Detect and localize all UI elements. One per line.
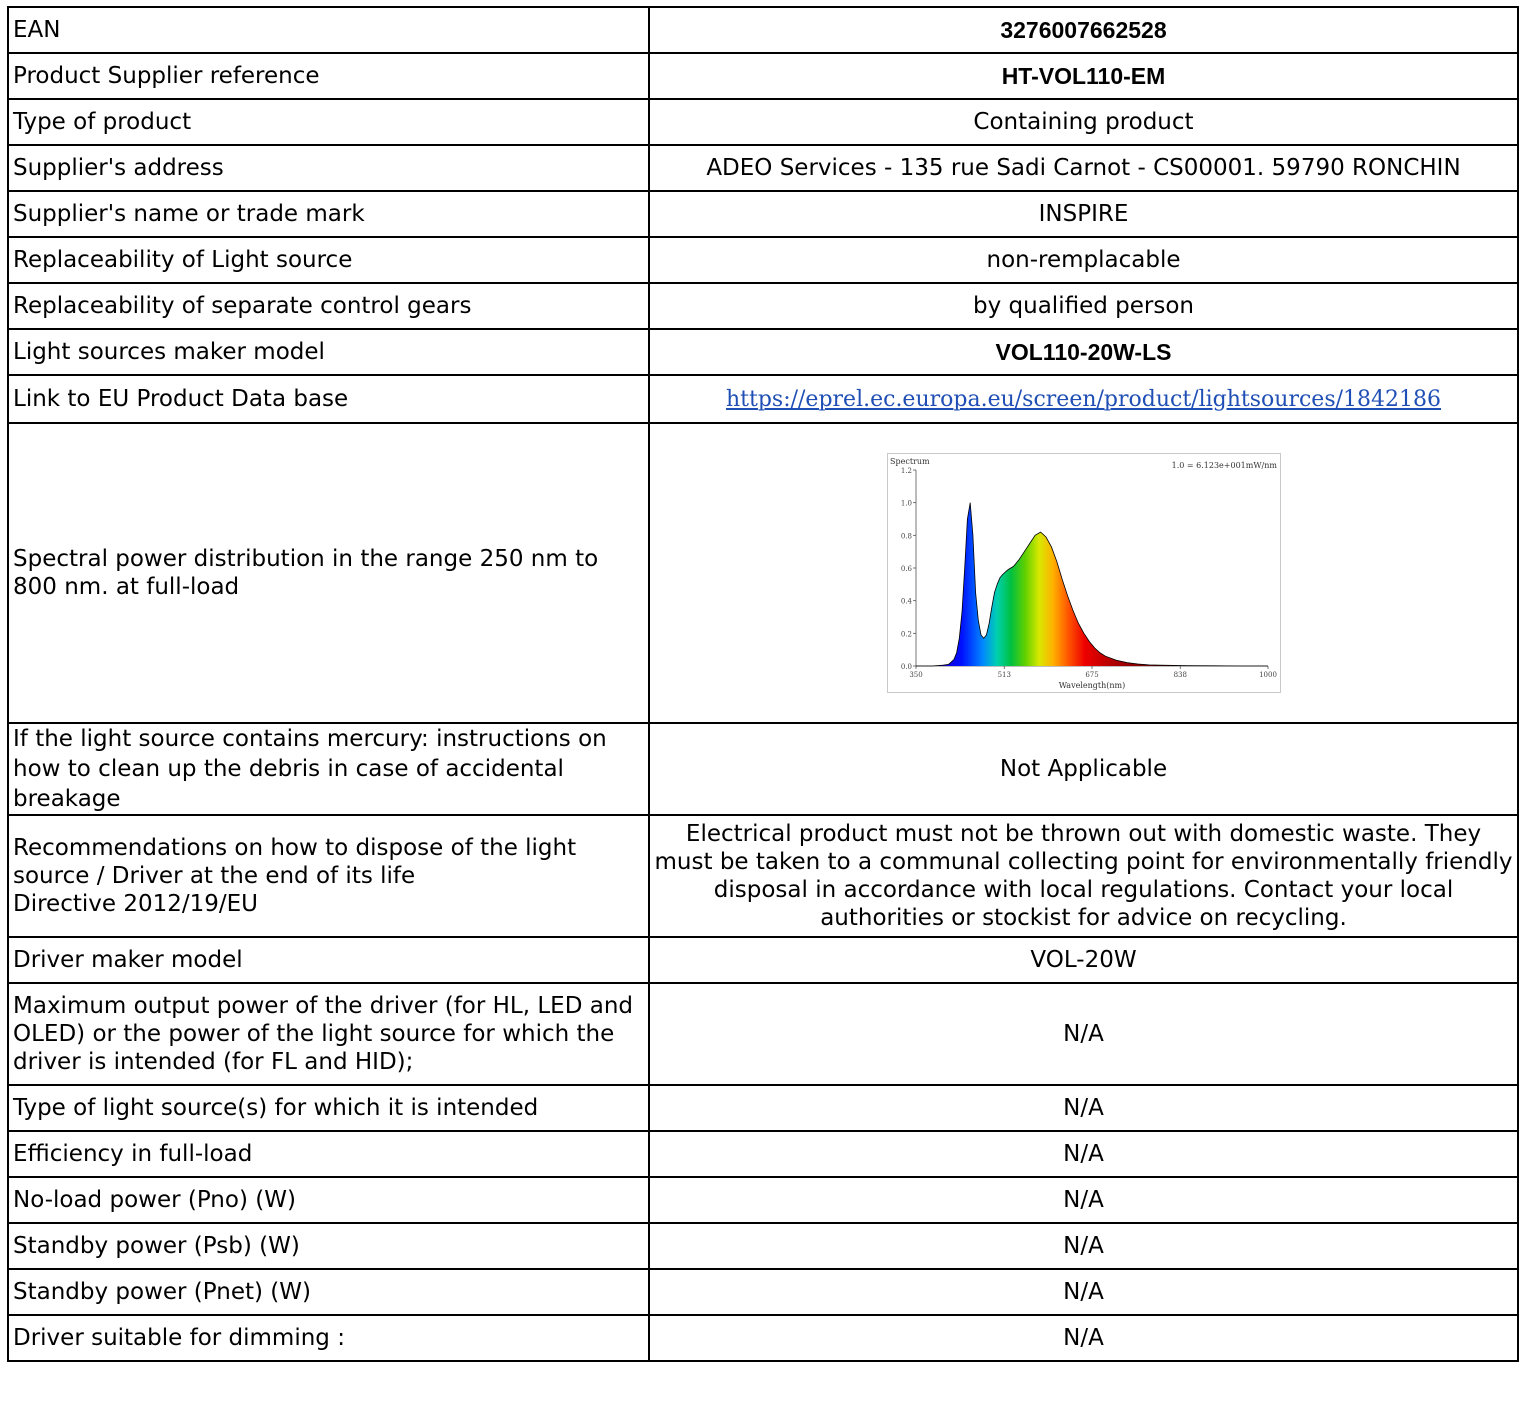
chart-annotation: 1.0 = 6.123e+001mW/nm (1171, 461, 1277, 470)
row-value: 3276007662528 (648, 6, 1519, 54)
table-row: Light sources maker model VOL110-20W-LS (7, 328, 1519, 376)
table-row: Link to EU Product Data base https://epr… (7, 374, 1519, 424)
x-tick-label: 675 (1085, 671, 1098, 679)
row-label: Supplier's name or trade mark (7, 190, 650, 238)
table-row: Driver suitable for dimming : N/A (7, 1314, 1519, 1362)
table-row: Supplier's name or trade mark INSPIRE (7, 190, 1519, 238)
spectrum-chart-frame: 0.0 0.2 0.4 0.6 0.8 1.0 1.2 350 513 675 838 1000 S… (886, 453, 1281, 693)
row-label: If the light source contains mercury: in… (7, 722, 650, 816)
row-label: Supplier's address (7, 144, 650, 192)
table-row: Spectral power distribution in the range… (7, 422, 1519, 724)
table-row: Standby power (Psb) (W) N/A (7, 1222, 1519, 1270)
chart-xlabel: Wavelength(nm) (1058, 681, 1124, 690)
row-label-line: Recommendations on how to dispose of the… (13, 835, 577, 889)
row-value-cell: https://eprel.ec.europa.eu/screen/produc… (648, 374, 1519, 424)
row-value: VOL-20W (648, 936, 1519, 984)
row-value: ADEO Services - 135 rue Sadi Carnot - CS… (648, 144, 1519, 192)
row-value: by qualified person (648, 282, 1519, 330)
row-value: Containing product (648, 98, 1519, 146)
y-tick-label: 0.2 (900, 630, 911, 638)
spectrum-area (915, 502, 1268, 666)
row-value: Electrical product must not be thrown ou… (648, 814, 1519, 938)
y-tick-label: 0.6 (900, 565, 912, 573)
table-row: Recommendations on how to dispose of the… (7, 814, 1519, 938)
row-value: N/A (648, 982, 1519, 1086)
chart-x-ticks: 350 513 675 838 1000 (909, 666, 1277, 679)
row-label: Link to EU Product Data base (7, 374, 650, 424)
table-row: Replaceability of Light source non-rempl… (7, 236, 1519, 284)
table-row: Efficiency in full-load N/A (7, 1130, 1519, 1178)
row-label: Replaceability of separate control gears (7, 282, 650, 330)
row-label: Driver maker model (7, 936, 650, 984)
y-tick-label: 1.2 (900, 467, 911, 475)
x-tick-label: 513 (997, 671, 1010, 679)
chart-y-ticks: 0.0 0.2 0.4 0.6 0.8 1.0 1.2 (900, 467, 916, 671)
table-row: Supplier's address ADEO Services - 135 r… (7, 144, 1519, 192)
row-value: N/A (648, 1222, 1519, 1270)
table-row: Product Supplier reference HT-VOL110-EM (7, 52, 1519, 100)
y-tick-label: 0.0 (900, 663, 911, 671)
x-tick-label: 1000 (1259, 671, 1277, 679)
row-label: Product Supplier reference (7, 52, 650, 100)
row-value: non-remplacable (648, 236, 1519, 284)
row-label: Light sources maker model (7, 328, 650, 376)
row-label-line: Directive 2012/19/EU (13, 891, 258, 917)
product-info-table: EAN 3276007662528 Product Supplier refer… (7, 6, 1519, 1362)
y-tick-label: 0.4 (900, 598, 912, 606)
row-value: N/A (648, 1314, 1519, 1362)
table-row: Type of light source(s) for which it is … (7, 1084, 1519, 1132)
table-row: Replaceability of separate control gears… (7, 282, 1519, 330)
row-value: N/A (648, 1084, 1519, 1132)
table-row: Driver maker model VOL-20W (7, 936, 1519, 984)
x-tick-label: 838 (1173, 671, 1186, 679)
row-label: Replaceability of Light source (7, 236, 650, 284)
row-label: Type of product (7, 98, 650, 146)
table-row: EAN 3276007662528 (7, 6, 1519, 54)
row-value: VOL110-20W-LS (648, 328, 1519, 376)
table-row: Maximum output power of the driver (for … (7, 982, 1519, 1086)
row-label: Efficiency in full-load (7, 1130, 650, 1178)
row-label-cell: Recommendations on how to dispose of the… (7, 814, 650, 938)
row-value: N/A (648, 1268, 1519, 1316)
row-value: HT-VOL110-EM (648, 52, 1519, 100)
x-tick-label: 350 (909, 671, 922, 679)
row-value: N/A (648, 1130, 1519, 1178)
chart-title: Spectrum (890, 457, 930, 466)
table-row: Type of product Containing product (7, 98, 1519, 146)
row-label: EAN (7, 6, 650, 54)
eprel-link[interactable]: https://eprel.ec.europa.eu/screen/produc… (725, 386, 1442, 412)
row-value: INSPIRE (648, 190, 1519, 238)
spectrum-chart: 0.0 0.2 0.4 0.6 0.8 1.0 1.2 350 513 675 838 1000 S… (890, 457, 1277, 690)
table-row: Standby power (Pnet) (W) N/A (7, 1268, 1519, 1316)
row-label: Standby power (Pnet) (W) (7, 1268, 650, 1316)
spectrum-line (915, 502, 1268, 667)
y-tick-label: 0.8 (900, 532, 911, 540)
row-label: Maximum output power of the driver (for … (7, 982, 650, 1086)
spectrum-cell: 0.0 0.2 0.4 0.6 0.8 1.0 1.2 350 513 675 838 1000 S… (648, 422, 1519, 724)
y-tick-label: 1.0 (900, 500, 911, 508)
row-label: Spectral power distribution in the range… (7, 422, 650, 724)
table-row: No-load power (Pno) (W) N/A (7, 1176, 1519, 1224)
row-value: N/A (648, 1176, 1519, 1224)
row-label: Driver suitable for dimming : (7, 1314, 650, 1362)
row-value: Not Applicable (648, 722, 1519, 816)
row-label: Type of light source(s) for which it is … (7, 1084, 650, 1132)
row-label: No-load power (Pno) (W) (7, 1176, 650, 1224)
table-row: If the light source contains mercury: in… (7, 722, 1519, 816)
row-label: Standby power (Psb) (W) (7, 1222, 650, 1270)
